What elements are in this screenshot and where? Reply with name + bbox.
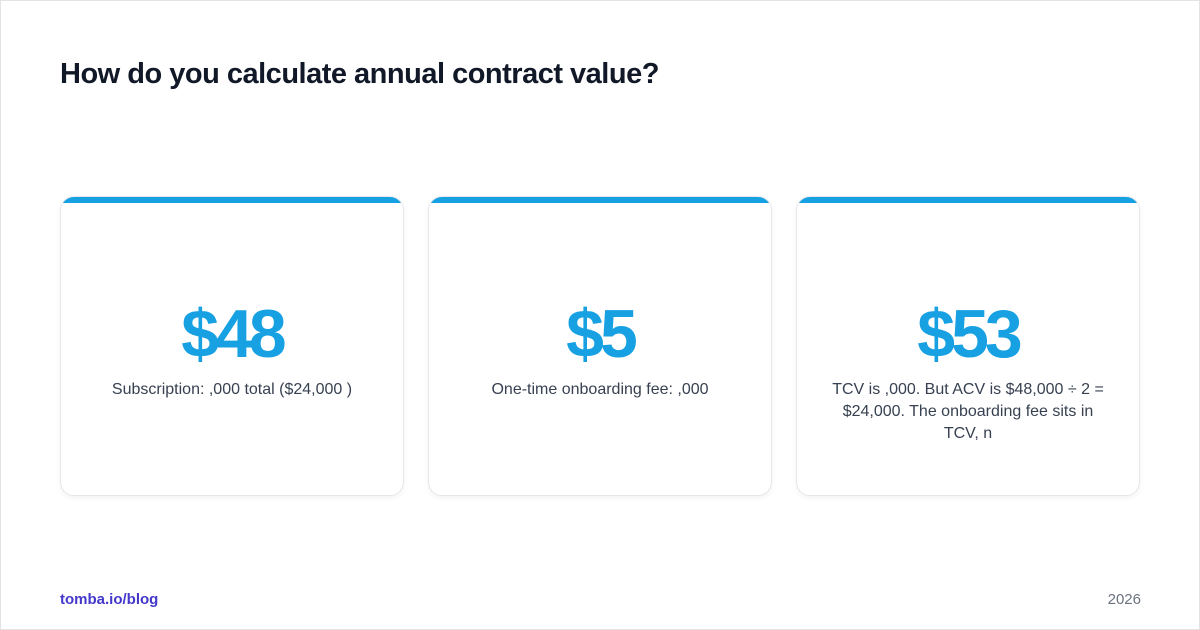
card-value: $48 <box>181 296 286 372</box>
card-accent <box>429 197 771 203</box>
brand-link[interactable]: tomba.io/blog <box>60 591 159 608</box>
title: How do you calculate annual contract val… <box>60 58 659 90</box>
card-accent <box>797 197 1139 203</box>
card-text: TCV is ,000. But ACV is $48,000 ÷ 2 = $2… <box>832 381 1104 442</box>
card: $53 TCV is ,000. But ACV is $48,000 ÷ 2 … <box>796 196 1140 496</box>
year: 2026 <box>1107 591 1141 608</box>
card-value: $5 <box>566 296 638 372</box>
card-accent <box>61 197 403 203</box>
card: $48 Subscription: ,000 total ($24,000 ) <box>60 196 404 496</box>
card-value: $53 <box>917 296 1022 372</box>
card-text: One-time onboarding fee: ,000 <box>491 381 709 398</box>
card: $5 One-time onboarding fee: ,000 <box>428 196 772 496</box>
card-text: Subscription: ,000 total ($24,000 ) <box>111 381 353 398</box>
